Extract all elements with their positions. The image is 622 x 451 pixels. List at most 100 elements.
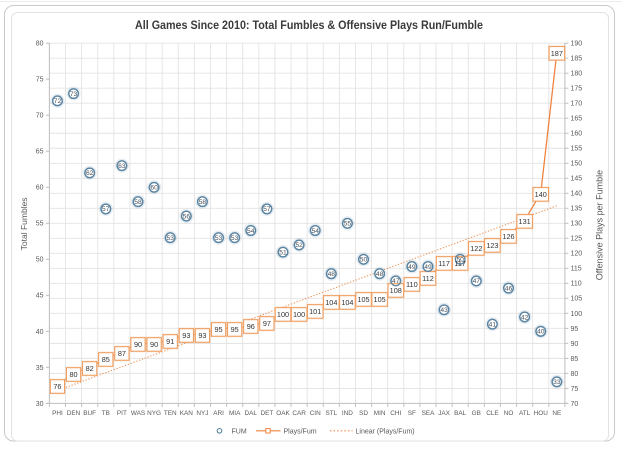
svg-text:123: 123: [486, 241, 498, 250]
svg-text:53: 53: [231, 235, 239, 242]
svg-text:58: 58: [134, 199, 142, 206]
svg-text:50: 50: [36, 257, 44, 264]
svg-text:PHI: PHI: [52, 410, 63, 417]
svg-text:STL: STL: [325, 410, 337, 417]
svg-text:55: 55: [344, 221, 352, 228]
svg-text:87: 87: [118, 349, 126, 358]
svg-text:PIT: PIT: [117, 410, 127, 417]
svg-text:BAL: BAL: [454, 410, 467, 417]
svg-text:160: 160: [571, 131, 583, 138]
svg-text:104: 104: [341, 298, 353, 307]
svg-text:48: 48: [328, 271, 336, 278]
svg-text:100: 100: [293, 310, 305, 319]
svg-text:IND: IND: [342, 410, 353, 417]
svg-text:CHI: CHI: [390, 410, 401, 417]
svg-text:185: 185: [571, 56, 583, 63]
svg-text:100: 100: [277, 310, 289, 319]
svg-text:70: 70: [36, 113, 44, 120]
svg-text:DET: DET: [260, 410, 273, 417]
svg-text:95: 95: [231, 325, 239, 334]
svg-text:47: 47: [392, 278, 400, 285]
svg-text:126: 126: [502, 232, 514, 241]
svg-text:NYG: NYG: [147, 410, 161, 417]
svg-text:75: 75: [571, 386, 579, 393]
svg-text:82: 82: [86, 364, 94, 373]
svg-text:49: 49: [408, 264, 416, 271]
svg-text:62: 62: [86, 170, 94, 177]
svg-text:JAX: JAX: [438, 410, 450, 417]
svg-text:76: 76: [53, 382, 61, 391]
svg-text:180: 180: [571, 71, 583, 78]
svg-text:47: 47: [473, 278, 481, 285]
svg-text:70: 70: [571, 401, 579, 408]
svg-text:Plays/Fum: Plays/Fum: [284, 428, 317, 435]
svg-text:Linear (Plays/Fum): Linear (Plays/Fum): [356, 428, 415, 435]
svg-text:105: 105: [374, 295, 386, 304]
svg-text:58: 58: [199, 199, 207, 206]
svg-text:NO: NO: [504, 410, 514, 417]
svg-text:97: 97: [263, 319, 271, 328]
svg-text:130: 130: [571, 221, 583, 228]
svg-text:110: 110: [406, 280, 418, 289]
svg-text:57: 57: [263, 206, 271, 213]
svg-text:46: 46: [505, 285, 513, 292]
svg-text:45: 45: [36, 293, 44, 300]
svg-text:175: 175: [571, 86, 583, 93]
svg-text:50: 50: [360, 257, 368, 264]
svg-text:GB: GB: [472, 410, 481, 417]
svg-text:112: 112: [422, 274, 434, 283]
svg-text:155: 155: [571, 146, 583, 153]
svg-text:MIN: MIN: [374, 410, 386, 417]
svg-text:120: 120: [571, 251, 583, 258]
svg-text:73: 73: [70, 91, 78, 98]
svg-text:145: 145: [571, 176, 583, 183]
svg-text:42: 42: [521, 314, 529, 321]
svg-text:MIA: MIA: [229, 410, 241, 417]
svg-text:101: 101: [309, 307, 321, 316]
svg-text:110: 110: [571, 281, 582, 288]
svg-text:43: 43: [440, 307, 448, 314]
svg-text:117: 117: [438, 259, 450, 268]
svg-text:90: 90: [150, 340, 158, 349]
svg-text:40: 40: [537, 329, 545, 336]
svg-text:80: 80: [69, 370, 77, 379]
svg-text:ARI: ARI: [213, 410, 224, 417]
svg-text:54: 54: [247, 228, 255, 235]
svg-text:75: 75: [36, 77, 44, 84]
svg-text:DEN: DEN: [67, 410, 81, 417]
svg-text:CLE: CLE: [486, 410, 498, 417]
svg-text:SD: SD: [359, 410, 368, 417]
svg-text:65: 65: [36, 149, 44, 156]
svg-text:93: 93: [182, 331, 190, 340]
svg-text:140: 140: [535, 190, 547, 199]
svg-text:40: 40: [36, 329, 44, 336]
svg-text:115: 115: [571, 266, 582, 273]
svg-text:165: 165: [571, 116, 583, 123]
svg-text:187: 187: [551, 49, 563, 58]
svg-text:91: 91: [166, 337, 174, 346]
svg-text:100: 100: [571, 311, 583, 318]
svg-text:51: 51: [279, 249, 287, 256]
svg-text:50: 50: [456, 257, 464, 264]
svg-text:52: 52: [295, 242, 303, 249]
svg-text:104: 104: [325, 298, 337, 307]
svg-text:FUM: FUM: [232, 428, 247, 435]
svg-text:60: 60: [150, 185, 158, 192]
svg-text:80: 80: [571, 371, 579, 378]
svg-text:72: 72: [54, 98, 62, 105]
svg-text:54: 54: [311, 228, 319, 235]
svg-text:105: 105: [357, 295, 369, 304]
svg-text:TB: TB: [102, 410, 110, 417]
svg-text:122: 122: [470, 244, 482, 253]
svg-text:BUF: BUF: [83, 410, 96, 417]
svg-text:85: 85: [102, 355, 110, 364]
svg-text:93: 93: [198, 331, 206, 340]
svg-text:108: 108: [390, 286, 402, 295]
svg-text:49: 49: [424, 264, 432, 271]
svg-text:96: 96: [247, 322, 255, 331]
svg-text:DAL: DAL: [245, 410, 258, 417]
svg-text:60: 60: [36, 185, 44, 192]
svg-text:NYJ: NYJ: [196, 410, 208, 417]
svg-text:SEA: SEA: [422, 410, 436, 417]
svg-text:170: 170: [571, 101, 583, 108]
